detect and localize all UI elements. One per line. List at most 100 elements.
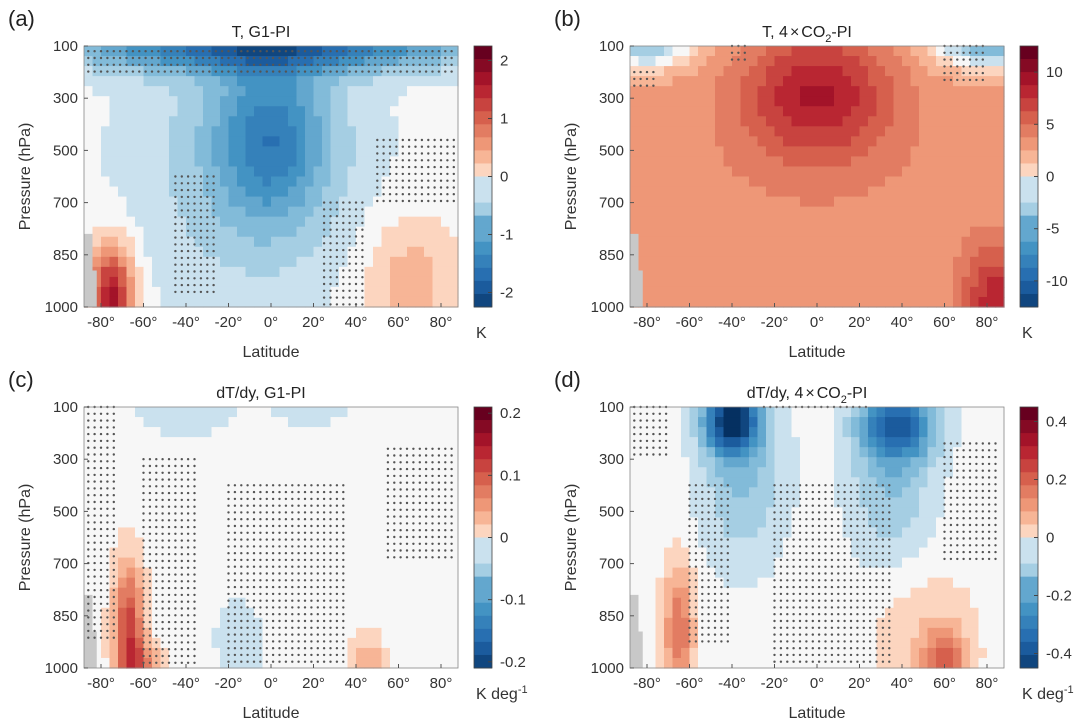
contour-cell: [791, 246, 801, 258]
stipple-dot: [335, 262, 339, 265]
contour-cell: [689, 216, 699, 228]
contour-cell: [655, 106, 665, 117]
contour-cell: [774, 266, 784, 278]
contour-cell: [893, 286, 903, 298]
stipple-dot: [174, 580, 177, 583]
stipple-dot: [284, 613, 288, 616]
stipple-dot: [376, 186, 379, 189]
contour-cell: [732, 256, 742, 268]
contour-cell: [109, 627, 119, 639]
stipple-dot: [150, 70, 154, 73]
contour-cell: [885, 266, 895, 278]
contour-cell: [407, 477, 417, 488]
stipple-dot: [329, 269, 332, 272]
contour-cell: [364, 56, 374, 67]
stipple-dot: [431, 56, 434, 60]
contour-cell: [271, 246, 281, 258]
stipple-dot: [87, 514, 90, 517]
contour-cell: [449, 126, 459, 137]
stipple-dot: [161, 491, 164, 495]
contour-cell: [271, 627, 281, 639]
stipple-dot: [342, 269, 345, 272]
contour-cell: [681, 76, 691, 87]
contour-cell: [373, 136, 383, 147]
contour-cell: [237, 86, 247, 97]
stipple-dot: [240, 613, 243, 616]
contour-cell: [169, 537, 179, 549]
contour-cell: [305, 226, 315, 238]
contour-cell: [160, 467, 170, 478]
contour-cell: [978, 286, 988, 298]
contour-cell: [893, 186, 903, 198]
contour-cell: [288, 537, 298, 549]
contour-cell: [186, 627, 196, 639]
contour-cell: [330, 617, 340, 629]
stipple-dot: [99, 582, 103, 585]
stipple-dot: [106, 636, 109, 639]
stipple-dot: [233, 565, 237, 568]
contour-cell: [381, 467, 391, 478]
stipple-dot: [193, 593, 196, 597]
contour-cell: [203, 126, 213, 137]
stipple-dot: [112, 466, 116, 470]
stipple-dot: [138, 50, 141, 53]
stipple-dot: [335, 63, 339, 66]
stipple-dot: [949, 65, 953, 68]
contour-cell: [766, 286, 776, 298]
contour-cell: [288, 176, 298, 188]
contour-cell: [203, 296, 213, 308]
stipple-dot: [93, 453, 96, 456]
contour-cell: [910, 176, 920, 188]
contour-cell: [441, 226, 451, 238]
contour-cell: [254, 587, 264, 599]
stipple-dot: [943, 51, 946, 54]
stipple-dot: [167, 464, 171, 468]
contour-cell: [953, 146, 963, 158]
contour-cell: [381, 537, 391, 549]
contour-cell: [262, 236, 272, 248]
contour-cell: [774, 156, 784, 168]
contour-cell: [381, 216, 391, 228]
contour-cell: [288, 557, 298, 569]
contour-cell: [449, 136, 459, 147]
contour-cell: [245, 236, 255, 248]
contour-cell: [390, 557, 400, 569]
stipple-dot: [87, 636, 90, 639]
contour-cell: [791, 156, 801, 168]
contour-cell: [322, 116, 332, 127]
contour-cell: [220, 196, 230, 208]
contour-cell: [126, 46, 136, 57]
stipple-dot: [180, 654, 183, 658]
contour-cell: [791, 196, 801, 208]
stipple-dot: [193, 661, 196, 664]
contour-cell: [288, 256, 298, 268]
contour-cell: [177, 256, 187, 268]
contour-cell: [347, 266, 357, 278]
contour-cell: [885, 206, 895, 218]
contour-cell: [254, 106, 264, 117]
contour-cell: [961, 266, 971, 278]
stipple-dot: [322, 50, 326, 53]
contour-cell: [330, 276, 340, 288]
contour-cell: [305, 447, 315, 458]
contour-cell: [101, 437, 111, 448]
stipple-dot: [246, 640, 249, 643]
stipple-dot: [193, 641, 196, 644]
contour-cell: [271, 206, 281, 218]
stipple-dot: [981, 58, 984, 61]
stipple-dot: [259, 545, 262, 548]
contour-cell: [135, 507, 145, 519]
contour-cell: [398, 216, 408, 228]
contour-cell: [254, 657, 264, 669]
stipple-dot: [180, 641, 183, 644]
contour-cell: [987, 266, 997, 278]
contour-cell: [698, 166, 708, 178]
stipple-dot: [252, 531, 256, 534]
contour-cell: [101, 196, 111, 208]
contour-cell: [749, 276, 759, 288]
contour-cell: [774, 76, 784, 87]
stipple-dot: [252, 497, 256, 501]
stipple-dot: [112, 609, 116, 612]
stipple-dot: [233, 619, 237, 623]
